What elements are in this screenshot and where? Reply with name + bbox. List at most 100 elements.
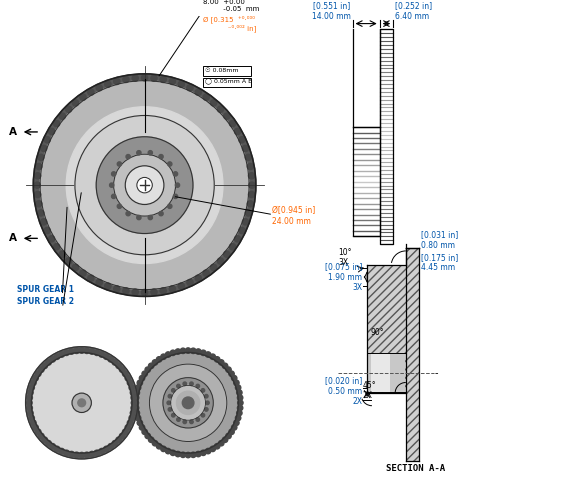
Circle shape bbox=[224, 251, 230, 257]
Circle shape bbox=[53, 121, 59, 127]
Circle shape bbox=[249, 173, 255, 179]
Circle shape bbox=[26, 347, 138, 459]
Circle shape bbox=[35, 371, 41, 377]
Circle shape bbox=[77, 117, 213, 253]
Circle shape bbox=[245, 154, 251, 160]
Circle shape bbox=[27, 395, 33, 400]
Circle shape bbox=[249, 182, 255, 188]
Circle shape bbox=[176, 183, 180, 187]
Circle shape bbox=[36, 201, 42, 207]
Circle shape bbox=[214, 357, 220, 362]
Circle shape bbox=[137, 215, 141, 220]
Text: [0.175 in]
4.45 mm: [0.175 in] 4.45 mm bbox=[421, 253, 458, 272]
Circle shape bbox=[122, 371, 128, 377]
Circle shape bbox=[127, 420, 132, 426]
Circle shape bbox=[114, 286, 120, 292]
Text: ☉ 0.08mm: ☉ 0.08mm bbox=[205, 69, 238, 73]
Circle shape bbox=[117, 162, 122, 166]
Circle shape bbox=[42, 437, 48, 442]
Circle shape bbox=[190, 420, 193, 424]
Circle shape bbox=[84, 452, 90, 457]
Circle shape bbox=[148, 151, 153, 155]
Circle shape bbox=[131, 405, 136, 411]
Circle shape bbox=[201, 389, 205, 392]
Circle shape bbox=[114, 78, 120, 85]
Circle shape bbox=[35, 191, 41, 198]
Circle shape bbox=[40, 81, 249, 290]
FancyBboxPatch shape bbox=[203, 78, 251, 87]
Circle shape bbox=[59, 449, 65, 454]
Circle shape bbox=[66, 258, 72, 264]
Circle shape bbox=[72, 264, 79, 271]
Circle shape bbox=[84, 348, 90, 353]
Circle shape bbox=[56, 96, 233, 274]
Circle shape bbox=[210, 264, 217, 271]
Circle shape bbox=[59, 251, 66, 257]
Text: 45°
2X: 45° 2X bbox=[362, 381, 376, 400]
Circle shape bbox=[108, 444, 113, 449]
Circle shape bbox=[180, 452, 186, 457]
Circle shape bbox=[142, 429, 148, 434]
Circle shape bbox=[171, 385, 205, 420]
Text: Ø[0.945 in]
24.00 mm: Ø[0.945 in] 24.00 mm bbox=[272, 207, 315, 226]
Circle shape bbox=[134, 390, 140, 395]
Circle shape bbox=[131, 395, 136, 400]
Circle shape bbox=[163, 378, 213, 428]
Text: [0.551 in]
14.00 mm: [0.551 in] 14.00 mm bbox=[312, 1, 351, 21]
Circle shape bbox=[191, 452, 196, 457]
Circle shape bbox=[152, 440, 158, 446]
Circle shape bbox=[35, 429, 41, 434]
Circle shape bbox=[185, 452, 191, 458]
Circle shape bbox=[168, 204, 172, 208]
Circle shape bbox=[29, 385, 34, 390]
Circle shape bbox=[105, 283, 111, 289]
Circle shape bbox=[114, 154, 176, 216]
Circle shape bbox=[190, 382, 193, 385]
Circle shape bbox=[80, 270, 86, 276]
Circle shape bbox=[33, 74, 256, 296]
Circle shape bbox=[44, 137, 50, 143]
Circle shape bbox=[31, 352, 132, 453]
Circle shape bbox=[134, 395, 139, 400]
Circle shape bbox=[237, 410, 242, 416]
Bar bbox=[352, 127, 380, 236]
Circle shape bbox=[167, 401, 171, 404]
Circle shape bbox=[141, 290, 148, 295]
Circle shape bbox=[151, 75, 157, 81]
Circle shape bbox=[48, 89, 241, 281]
Circle shape bbox=[137, 420, 142, 426]
Circle shape bbox=[157, 357, 162, 362]
Circle shape bbox=[66, 106, 72, 112]
Circle shape bbox=[234, 420, 239, 426]
Circle shape bbox=[137, 380, 142, 385]
Circle shape bbox=[195, 275, 201, 281]
Circle shape bbox=[80, 94, 86, 100]
Circle shape bbox=[127, 380, 132, 385]
Circle shape bbox=[168, 162, 172, 166]
Circle shape bbox=[75, 116, 214, 255]
Circle shape bbox=[139, 376, 145, 381]
Circle shape bbox=[237, 395, 243, 400]
Circle shape bbox=[203, 270, 209, 276]
Circle shape bbox=[145, 367, 150, 372]
Circle shape bbox=[210, 446, 215, 451]
Circle shape bbox=[125, 166, 164, 205]
Circle shape bbox=[226, 367, 231, 372]
Circle shape bbox=[152, 360, 158, 365]
Circle shape bbox=[123, 288, 129, 294]
Circle shape bbox=[94, 450, 99, 455]
Circle shape bbox=[34, 182, 40, 188]
Circle shape bbox=[46, 360, 51, 365]
Circle shape bbox=[142, 371, 148, 377]
Circle shape bbox=[66, 107, 223, 263]
Circle shape bbox=[27, 405, 33, 411]
Circle shape bbox=[72, 393, 91, 413]
Circle shape bbox=[237, 390, 242, 395]
Circle shape bbox=[89, 451, 95, 457]
Circle shape bbox=[50, 444, 56, 449]
Circle shape bbox=[178, 81, 185, 87]
Circle shape bbox=[170, 350, 176, 356]
Circle shape bbox=[173, 172, 178, 176]
Circle shape bbox=[129, 385, 135, 390]
Text: [0.075 in]
1.90 mm
3X: [0.075 in] 1.90 mm 3X bbox=[325, 262, 362, 292]
